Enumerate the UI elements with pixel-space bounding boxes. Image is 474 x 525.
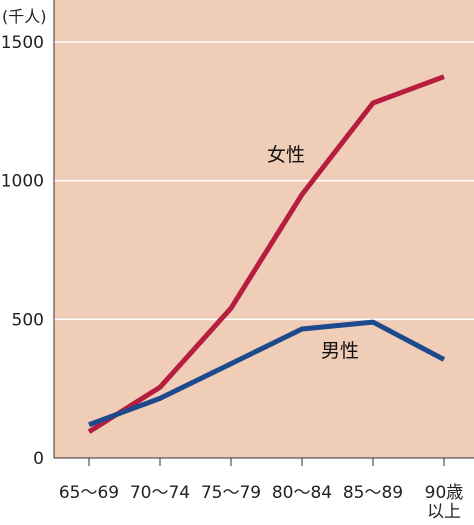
y-tick-label: 0 — [33, 449, 44, 469]
x-tick-label: 75〜79 — [201, 483, 261, 503]
y-axis: 0 500 1000 1500 (千人) — [1, 0, 55, 469]
series-label-female: 女性 — [267, 144, 305, 166]
y-tick-label: 1500 — [1, 33, 44, 53]
x-tick-label: 70〜74 — [130, 483, 190, 503]
x-tick-label: 85〜89 — [343, 483, 403, 503]
gridlines — [54, 41, 474, 321]
series-label-male: 男性 — [321, 340, 359, 362]
series-lines — [87, 74, 446, 434]
x-tick-label: 90歳以上 — [425, 483, 464, 522]
series-line-female — [87, 74, 445, 434]
y-unit-label: (千人) — [2, 7, 47, 26]
plot-area — [54, 0, 474, 458]
y-tick-label: 500 — [12, 310, 44, 330]
x-tick-label: 80〜84 — [272, 483, 332, 503]
y-tick-label: 1000 — [1, 172, 44, 192]
x-tick-label: 65〜69 — [59, 483, 119, 503]
series-line-male — [88, 319, 446, 428]
x-axis: 65〜69 70〜74 75〜79 80〜84 85〜89 90歳以上 — [54, 457, 474, 522]
